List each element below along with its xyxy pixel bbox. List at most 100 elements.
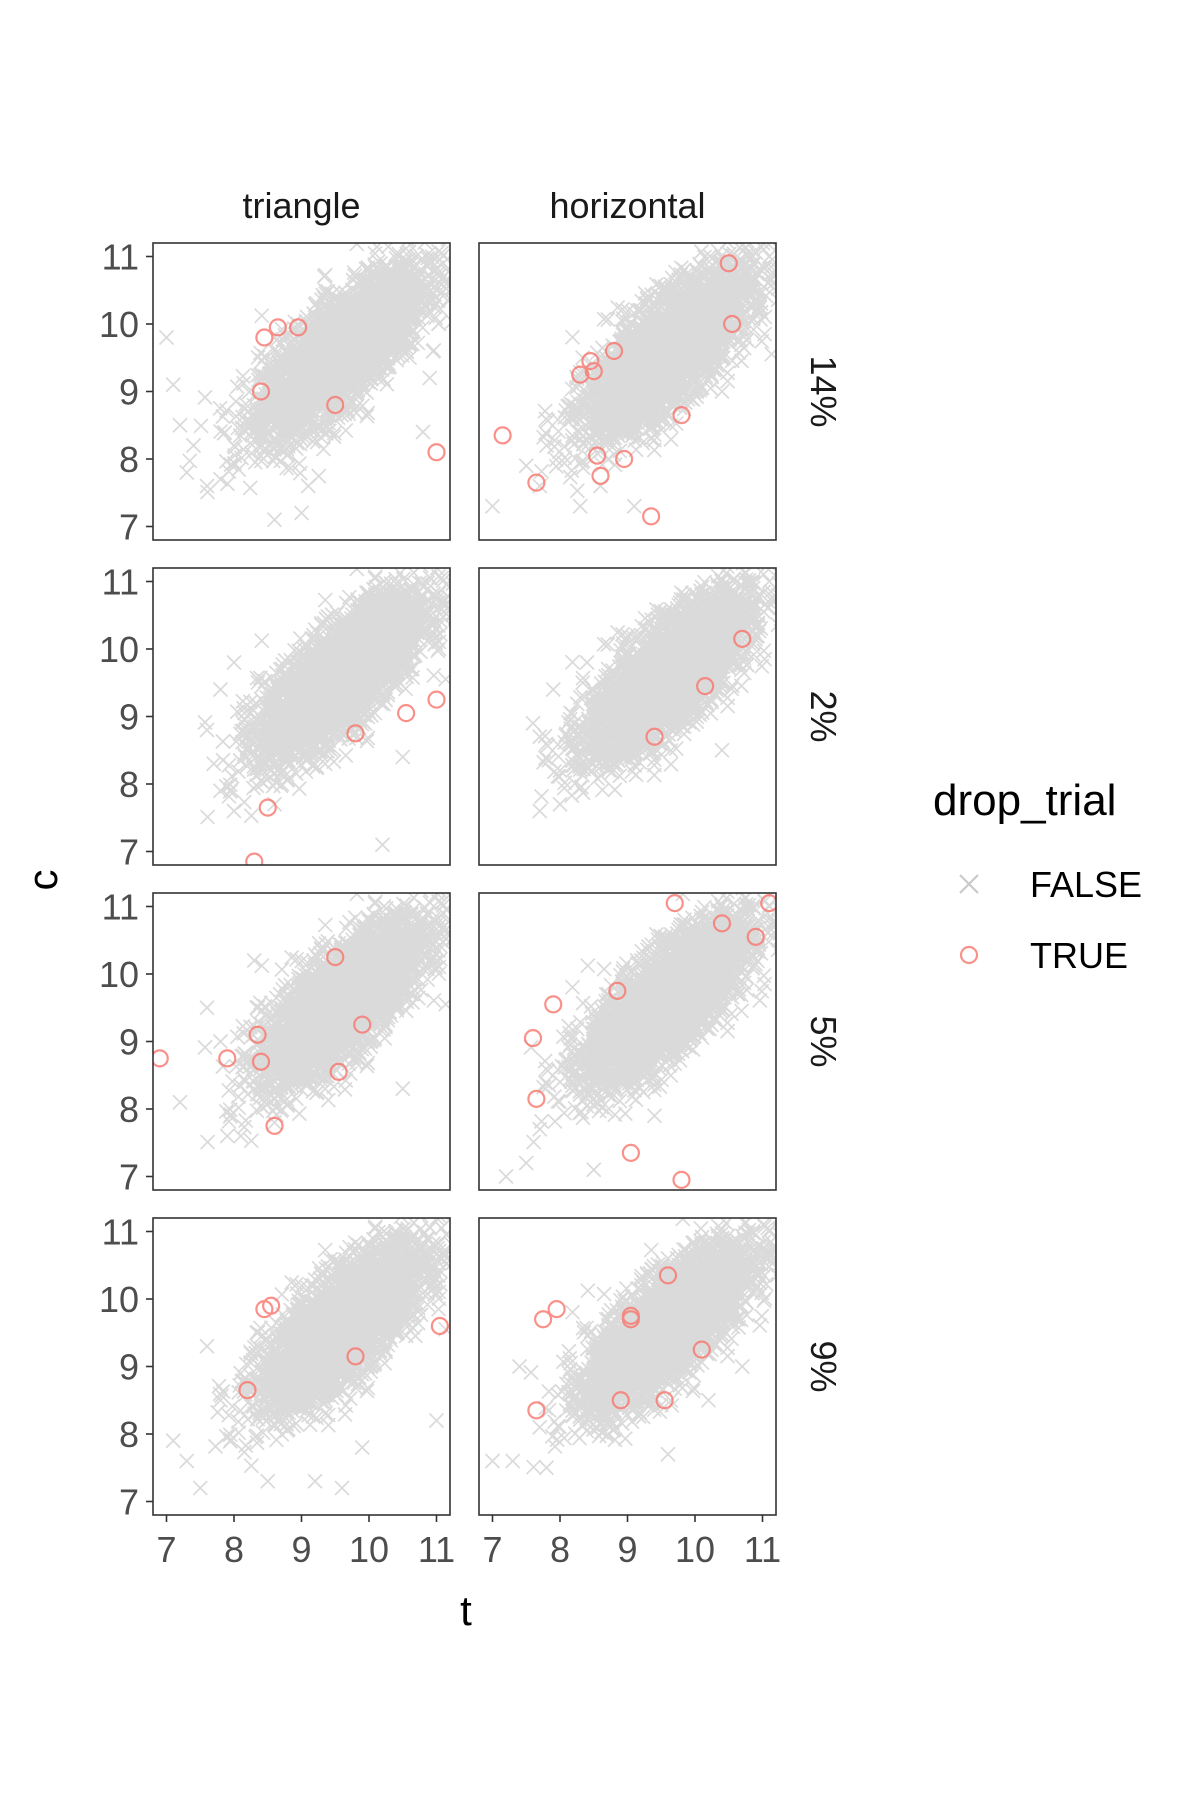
false-point <box>254 308 270 324</box>
false-point <box>352 332 368 349</box>
false-point <box>228 408 244 424</box>
false-point <box>398 291 414 307</box>
false-point <box>383 302 399 318</box>
false-point <box>306 336 322 352</box>
false-point <box>301 338 318 354</box>
false-point <box>368 359 384 376</box>
panel-triangle-14pct: triangle <box>152 185 451 541</box>
false-point <box>238 396 254 412</box>
false-point <box>251 429 268 446</box>
false-point <box>212 471 229 487</box>
false-point <box>419 268 436 284</box>
false-point <box>235 368 251 384</box>
false-point <box>365 299 381 316</box>
false-point <box>428 310 444 326</box>
false-point <box>770 280 776 297</box>
false-point <box>395 337 412 353</box>
false-point <box>764 346 776 362</box>
false-point <box>417 243 433 250</box>
false-point <box>369 346 385 362</box>
false-point <box>349 243 365 252</box>
false-point <box>444 314 450 330</box>
false-point <box>420 280 437 296</box>
false-point <box>362 361 378 377</box>
false-point <box>301 387 317 403</box>
false-point <box>342 351 358 367</box>
false-point <box>321 331 338 347</box>
false-point <box>346 304 362 320</box>
false-point <box>193 418 209 434</box>
true-point <box>268 318 287 337</box>
false-point <box>758 288 774 304</box>
false-point <box>260 411 276 427</box>
true-point <box>326 395 345 415</box>
true-points <box>251 318 446 462</box>
false-point <box>392 260 409 276</box>
false-point <box>253 411 269 427</box>
false-point <box>380 294 396 310</box>
false-point <box>218 453 234 470</box>
false-point <box>231 461 247 478</box>
false-point <box>419 250 436 266</box>
false-point <box>430 293 446 309</box>
false-point <box>360 405 376 421</box>
panel-points <box>158 243 450 528</box>
false-point <box>398 308 415 324</box>
false-point <box>253 426 270 442</box>
false-point <box>232 427 248 444</box>
false-point <box>215 408 231 425</box>
false-point <box>435 255 450 271</box>
false-point <box>317 267 333 283</box>
false-point <box>380 339 396 356</box>
false-point <box>600 311 616 328</box>
false-point <box>318 286 334 302</box>
false-point <box>390 280 406 296</box>
false-point <box>236 375 252 391</box>
false-point <box>415 424 431 440</box>
false-point <box>346 265 362 281</box>
false-point <box>356 382 373 398</box>
false-point <box>367 245 383 262</box>
true-point <box>289 318 308 337</box>
false-point <box>305 433 321 449</box>
false-point <box>253 448 269 464</box>
true-point <box>427 443 446 462</box>
false-point <box>288 359 304 375</box>
false-point <box>655 412 671 428</box>
false-point <box>431 275 448 291</box>
false-point <box>430 265 446 281</box>
false-point <box>242 480 258 496</box>
false-point <box>372 274 388 291</box>
false-point <box>317 376 333 392</box>
false-point <box>380 311 396 327</box>
false-point <box>329 351 346 367</box>
false-point <box>422 370 438 386</box>
false-point <box>266 512 283 528</box>
false-point <box>199 478 215 494</box>
false-point <box>219 476 236 492</box>
false-point <box>345 382 361 398</box>
false-point <box>172 417 188 433</box>
false-point <box>401 244 417 260</box>
false-point <box>409 295 426 312</box>
false-point <box>303 368 320 384</box>
false-point <box>158 329 175 346</box>
false-point <box>425 292 441 308</box>
false-point <box>575 460 591 476</box>
false-point <box>322 316 339 333</box>
false-point <box>216 425 232 441</box>
false-point <box>302 392 319 408</box>
false-point <box>237 401 253 417</box>
false-point <box>342 393 358 410</box>
false-point <box>569 483 585 499</box>
false-point <box>339 371 355 387</box>
false-point <box>432 301 448 317</box>
false-point <box>348 405 364 421</box>
false-point <box>298 355 315 371</box>
false-point <box>322 362 338 379</box>
false-point <box>253 366 269 382</box>
false-point <box>179 464 195 481</box>
false-point <box>360 260 376 276</box>
false-point <box>338 422 354 439</box>
